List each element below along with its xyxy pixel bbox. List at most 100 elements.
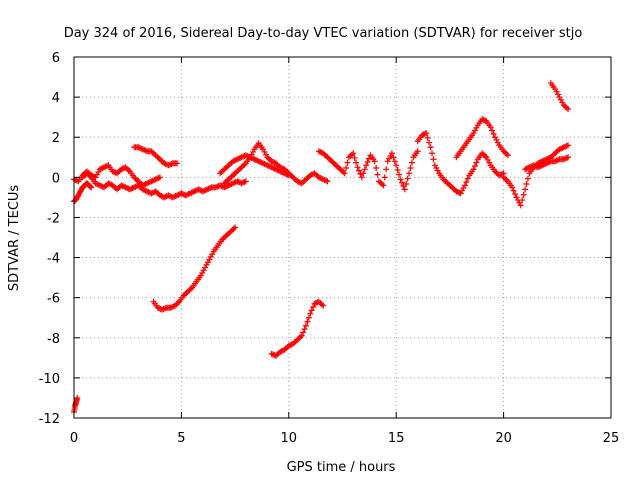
data-point (354, 164, 361, 171)
data-point (562, 155, 569, 162)
x-tick-label: 25 (603, 431, 620, 446)
data-point (396, 171, 403, 178)
y-tick-label: -4 (47, 252, 60, 267)
data-point (72, 177, 79, 184)
data-point (307, 310, 314, 317)
data-point (373, 164, 380, 171)
data-point (242, 178, 249, 185)
y-tick-label: 0 (52, 171, 60, 186)
y-tick-label: 6 (52, 51, 60, 66)
data-point (524, 175, 531, 182)
data-point (555, 156, 562, 163)
data-point (523, 181, 530, 188)
data-point (360, 170, 367, 177)
series-seg8 (414, 130, 507, 197)
data-point (565, 106, 572, 113)
data-points (71, 80, 572, 415)
data-point (160, 306, 167, 313)
data-point (408, 159, 415, 166)
data-point (473, 159, 480, 166)
data-point (426, 139, 433, 146)
data-point (88, 184, 95, 191)
data-point (487, 124, 494, 131)
data-point (304, 318, 311, 325)
data-point (563, 154, 570, 161)
data-point (74, 394, 81, 401)
data-point (235, 179, 242, 186)
data-point (361, 166, 368, 173)
data-point (174, 160, 181, 167)
data-point (298, 332, 305, 339)
data-point (509, 184, 516, 191)
data-point (499, 170, 506, 177)
data-point (398, 179, 405, 186)
data-point (565, 142, 572, 149)
data-point (344, 159, 351, 166)
data-point (471, 162, 478, 169)
data-point (470, 166, 477, 173)
x-tick-label: 5 (177, 431, 185, 446)
data-point (239, 179, 246, 186)
x-tick-label: 0 (70, 431, 78, 446)
data-point (302, 322, 309, 329)
data-point (357, 170, 364, 177)
data-point (320, 302, 327, 309)
y-tick-labels: -12 -10 -8 -6 -4 -2 0 2 4 6 (39, 51, 60, 427)
data-point (350, 150, 357, 157)
data-point (406, 170, 413, 177)
data-point (305, 314, 312, 321)
y-tick-label: -10 (39, 372, 60, 387)
data-point (414, 148, 421, 155)
data-point (351, 154, 358, 161)
y-tick-label: 4 (52, 91, 60, 106)
series-seg5 (221, 140, 331, 187)
data-point (393, 162, 400, 169)
data-point (430, 156, 437, 163)
data-point (390, 154, 397, 161)
series-seg9 (453, 116, 511, 161)
series-seg1 (71, 180, 95, 205)
data-point (464, 175, 471, 182)
data-point (504, 152, 511, 159)
data-point (197, 187, 204, 194)
data-point (519, 197, 526, 204)
x-axis-label: GPS time / hours (287, 460, 396, 475)
data-point (166, 193, 173, 200)
y-axis-label: SDTVAR / TECUs (7, 185, 22, 292)
data-point (522, 186, 529, 193)
data-point (364, 158, 371, 165)
data-point (371, 158, 378, 165)
data-point (374, 171, 381, 178)
series-seg15 (71, 394, 81, 415)
y-tick-label: 2 (52, 131, 60, 146)
data-point (363, 162, 370, 169)
x-tick-label: 15 (388, 431, 405, 446)
data-point (383, 166, 390, 173)
grid-lines (74, 57, 611, 418)
data-point (380, 182, 387, 189)
data-point (156, 174, 163, 181)
data-point (397, 176, 404, 183)
series-seg14 (268, 298, 327, 359)
data-point (391, 158, 398, 165)
data-point (421, 130, 428, 137)
x-tick-label: 20 (495, 431, 512, 446)
data-point (87, 183, 94, 190)
data-point (324, 178, 331, 185)
data-point (232, 224, 239, 231)
data-point (427, 144, 434, 151)
data-point (301, 326, 308, 333)
data-point (520, 191, 527, 198)
data-point (480, 116, 487, 123)
y-tick-label: -12 (39, 412, 60, 427)
chart-title: Day 324 of 2016, Sidereal Day-to-day VTE… (64, 26, 583, 41)
data-point (424, 134, 431, 141)
data-point (394, 166, 401, 173)
y-tick-label: -2 (47, 211, 60, 226)
data-point (241, 179, 248, 186)
data-point (285, 172, 292, 179)
data-point (388, 150, 395, 157)
data-point (490, 130, 497, 137)
series-seg4 (131, 144, 181, 169)
